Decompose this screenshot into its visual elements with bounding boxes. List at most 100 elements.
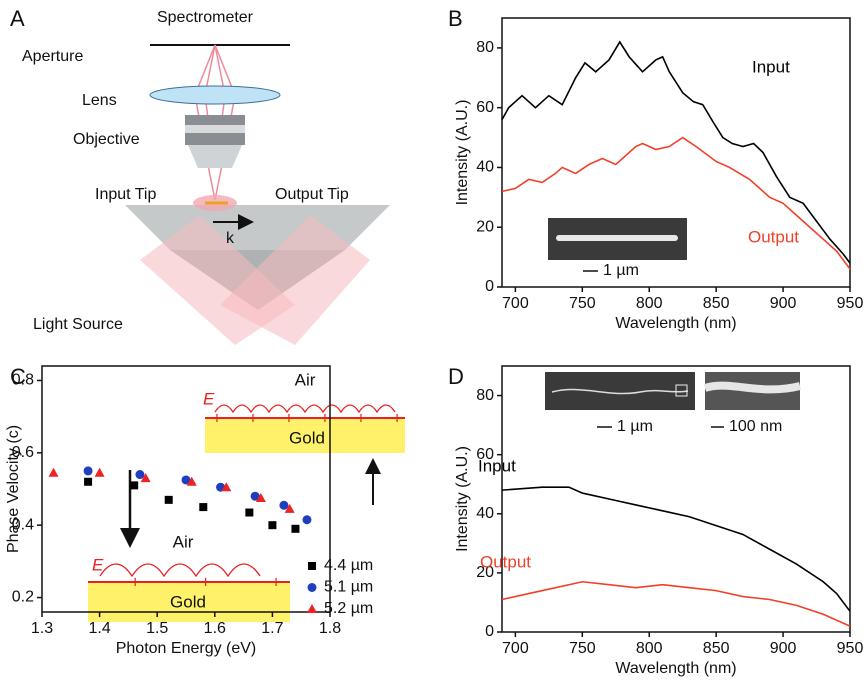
marker — [186, 476, 197, 486]
x-tick-label: 950 — [837, 295, 864, 312]
x-tick-label: 1.5 — [146, 620, 168, 637]
y-tick-label: 60 — [476, 99, 494, 116]
series-label: Output — [480, 552, 531, 571]
label: Input Tip — [95, 186, 156, 203]
marker — [94, 467, 105, 477]
panel-label: D — [448, 364, 464, 389]
medium-label: Air — [173, 532, 194, 551]
x-tick-label: 950 — [837, 640, 864, 657]
marker — [140, 473, 151, 483]
y-tick-label: 60 — [476, 446, 494, 463]
x-tick-label: 1.7 — [261, 620, 283, 637]
series-line — [501, 580, 851, 627]
y-axis-label: Intensity (A.U.) — [454, 446, 471, 552]
series-label: Input — [752, 57, 790, 76]
gold-slab — [205, 418, 405, 453]
y-tick-label: 80 — [476, 387, 494, 404]
x-tick-label: 750 — [569, 640, 596, 657]
x-tick-label: 1.6 — [204, 620, 226, 637]
marker — [83, 466, 93, 476]
field-lines — [214, 404, 396, 414]
marker — [284, 503, 295, 513]
x-tick-label: 1.3 — [31, 620, 53, 637]
x-tick-label: 800 — [636, 295, 663, 312]
x-tick-label: 1.4 — [88, 620, 110, 637]
y-tick-label: 0.6 — [12, 444, 34, 461]
x-tick-label: 700 — [502, 295, 529, 312]
plot-frame — [41, 365, 331, 613]
setup-diagram: Spectrometer Aperture Lens Objective Inp… — [22, 9, 390, 345]
plot-frame — [501, 17, 851, 288]
x-axis-label: Wavelength (nm) — [615, 315, 736, 332]
x-tick-label: 850 — [703, 640, 730, 657]
label: Spectrometer — [157, 9, 254, 26]
panel-label: A — [10, 6, 25, 31]
marker — [245, 508, 254, 517]
label: Light Source — [33, 316, 123, 333]
marker — [164, 495, 173, 504]
marker — [221, 482, 232, 492]
y-tick-label: 0.2 — [12, 589, 34, 606]
medium-label: Air — [295, 370, 316, 389]
series-line — [501, 40, 851, 264]
marker — [250, 491, 260, 501]
marker — [199, 503, 208, 512]
label: Lens — [82, 92, 117, 109]
scale-bar-label: 100 nm — [729, 418, 782, 435]
y-tick-label: 40 — [476, 159, 494, 176]
x-tick-label: 700 — [502, 640, 529, 657]
x-tick-label: 750 — [569, 295, 596, 312]
marker — [48, 467, 59, 477]
metal-label: Gold — [289, 428, 325, 447]
marker — [307, 583, 317, 592]
marker — [181, 475, 191, 485]
marker — [84, 477, 93, 486]
y-tick-label: 0.8 — [12, 372, 34, 389]
marker — [130, 481, 139, 490]
field-lines — [99, 563, 261, 578]
y-tick-label: 80 — [476, 39, 494, 56]
series-label: Output — [748, 227, 799, 246]
gold-slab — [88, 582, 290, 622]
y-tick-label: 20 — [476, 218, 494, 235]
marker — [268, 521, 277, 530]
y-tick-label: 0 — [485, 278, 494, 295]
x-tick-label: 800 — [636, 640, 663, 657]
y-axis-label: Intensity (A.U.) — [454, 100, 471, 206]
label: Aperture — [22, 48, 83, 65]
y-tick-label: 40 — [476, 505, 494, 522]
label: Objective — [73, 131, 140, 148]
y-axis-label: Phase Velocity (c) — [5, 425, 22, 553]
x-tick-label: 900 — [770, 640, 797, 657]
label: Output Tip — [275, 186, 349, 203]
x-axis-label: Photon Energy (eV) — [116, 640, 257, 657]
x-tick-label: 1.8 — [319, 620, 341, 637]
label: k — [226, 230, 235, 247]
legend-label: 4.4 µm — [324, 557, 373, 574]
panel-label: C — [10, 364, 26, 389]
metal-label: Gold — [170, 592, 206, 611]
scale-bar-label: 1 µm — [617, 418, 653, 435]
y-tick-label: 0 — [485, 623, 494, 640]
series-line — [501, 486, 851, 612]
legend-label: 5.1 µm — [324, 579, 373, 596]
scale-bar-label: 1 µm — [603, 262, 639, 279]
series-line — [501, 136, 851, 270]
x-tick-label: 850 — [703, 295, 730, 312]
legend-label: 5.2 µm — [324, 600, 373, 617]
x-tick-label: 900 — [770, 295, 797, 312]
y-tick-label: 20 — [476, 564, 494, 581]
marker — [255, 493, 266, 503]
panel-label: B — [448, 6, 463, 31]
marker — [279, 500, 289, 510]
nanowire — [556, 235, 678, 241]
marker — [302, 515, 312, 525]
x-axis-label: Wavelength (nm) — [615, 660, 736, 677]
plot-frame — [501, 365, 851, 633]
marker — [308, 562, 316, 570]
marker — [307, 604, 317, 613]
field-label: E — [203, 389, 215, 408]
marker — [291, 524, 300, 533]
field-label: E — [92, 555, 104, 574]
